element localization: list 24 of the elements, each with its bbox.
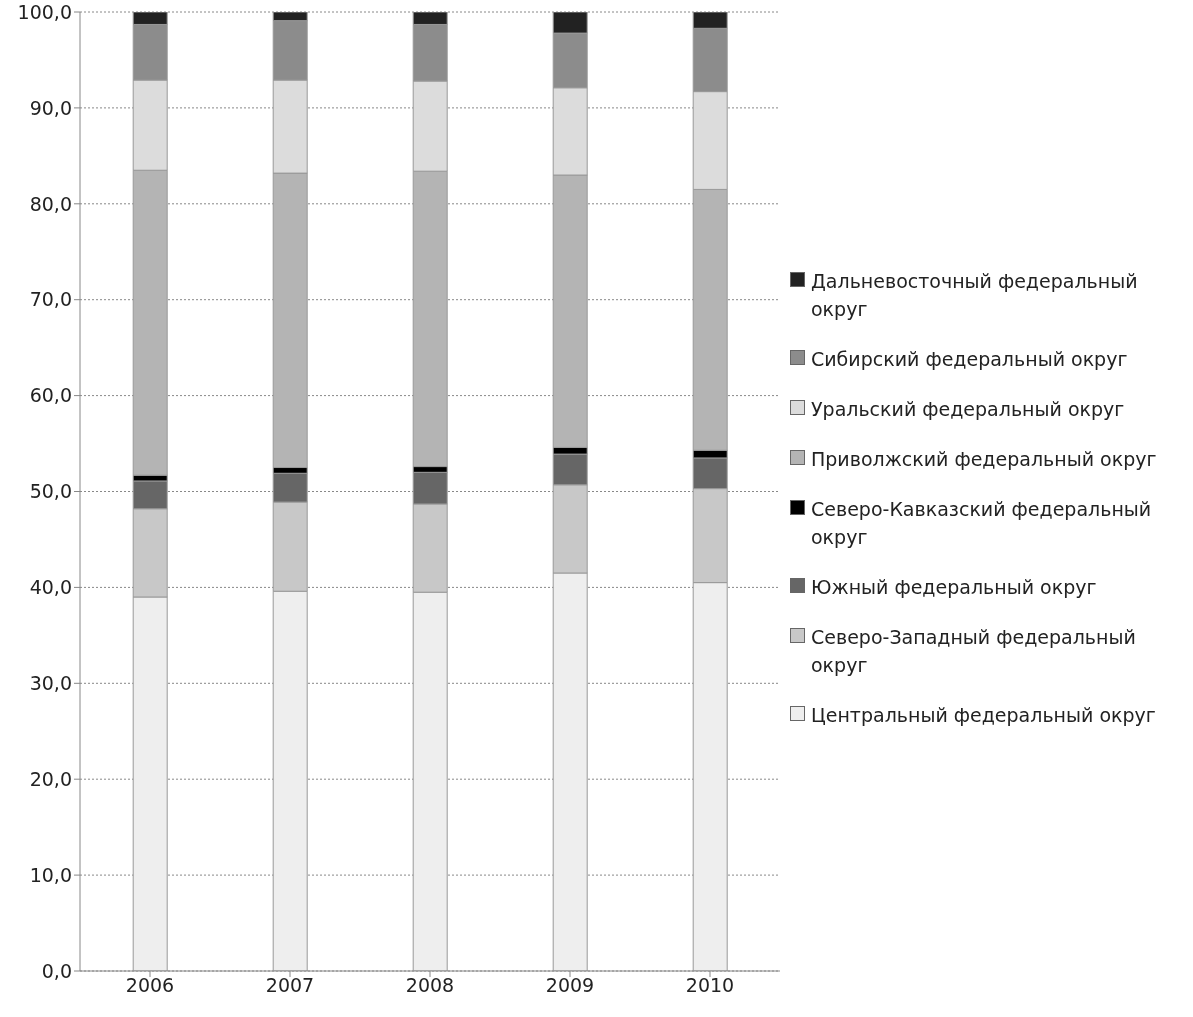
x-tick-label: 2007 [265, 974, 315, 997]
y-tick-label: 70,0 [29, 288, 72, 311]
legend-label: Центральный федеральный округ [811, 702, 1156, 728]
legend-label: Дальневосточный федеральный округ [811, 268, 1139, 322]
y-tick-label: 80,0 [29, 192, 72, 215]
legend-label: Уральский федеральный округ [811, 396, 1125, 422]
y-tick-label: 60,0 [29, 384, 72, 407]
y-tick-label: 90,0 [29, 96, 72, 119]
y-tick-label: 40,0 [29, 576, 72, 599]
x-tick-label: 2008 [405, 974, 455, 997]
legend-label: Северо-Западный федеральный округ [811, 624, 1137, 678]
legend-label: Сибирский федеральный округ [811, 346, 1128, 372]
y-tick-label: 50,0 [29, 480, 72, 503]
x-tick-label: 2006 [125, 974, 175, 997]
x-tick-label: 2009 [545, 974, 595, 997]
legend-label: Приволжский федеральный округ [811, 446, 1157, 472]
y-tick-label: 100,0 [17, 0, 72, 23]
y-tick-label: 30,0 [29, 672, 72, 695]
y-tick-label: 0,0 [41, 959, 72, 982]
y-tick-label: 10,0 [29, 863, 72, 886]
legend-label: Северо-Кавказский федеральный округ [811, 496, 1153, 550]
legend-label: Южный федеральный округ [811, 574, 1097, 600]
y-tick-label: 20,0 [29, 767, 72, 790]
x-tick-label: 2010 [685, 974, 735, 997]
